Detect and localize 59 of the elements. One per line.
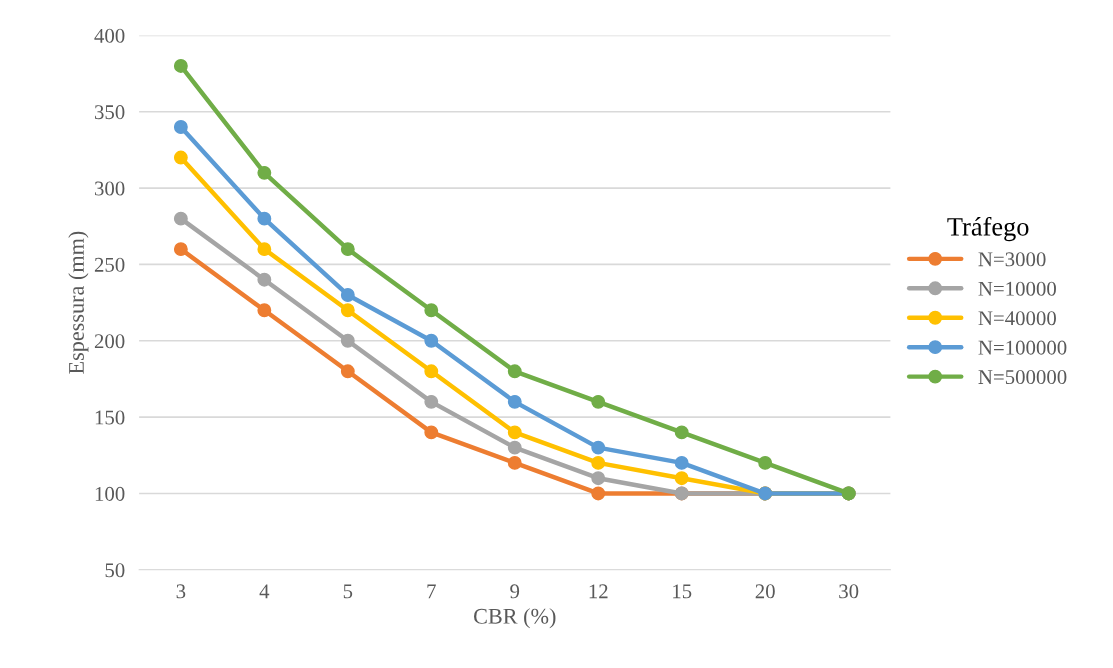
point [257,165,272,180]
y-tick-label: 200 [94,334,125,349]
x-axis-title: CBR (%) [474,608,556,629]
point [507,440,522,455]
point [424,364,439,379]
x-tick-label: 15 [673,584,692,599]
point [507,364,522,379]
legend-label: N=500000 [978,370,1067,385]
point [591,394,606,409]
point [257,303,272,318]
point [173,120,188,134]
point [424,333,439,348]
legend-label: N=10000 [978,281,1056,296]
point [340,303,355,318]
y-tick-label: 100 [95,486,125,501]
legend-title: Tráfego [947,216,1029,242]
point [257,242,272,257]
x-tick-label: 4 [259,584,270,599]
point [173,150,188,165]
point [340,242,355,257]
point [424,303,439,318]
point [674,425,689,440]
point [340,364,355,379]
y-tick-label: 350 [94,105,125,120]
x-tick-label: 7 [427,584,436,599]
y-tick-label: 50 [105,563,125,578]
point [173,242,188,257]
point [591,486,606,501]
point [257,211,272,226]
x-tick-label: 20 [755,584,775,599]
point [424,425,439,440]
point [340,288,355,302]
legend-label: N=40000 [978,311,1056,326]
legend-label: N=100000 [978,340,1067,355]
point [340,333,355,348]
point [591,440,606,455]
point [424,394,439,409]
x-tick-label: 12 [589,584,608,599]
point [591,455,606,470]
point [173,58,188,73]
x-tick-label: 30 [839,584,859,599]
point [257,272,272,287]
y-tick-label: 250 [94,257,125,272]
point [674,471,689,486]
y-tick-label: 300 [94,181,125,196]
point [758,455,773,470]
legend-label: N=3000 [978,252,1046,267]
y-axis-title: Espessura (mm) [68,231,89,374]
x-tick-label: 3 [176,584,186,599]
y-tick-label: 150 [95,410,125,425]
x-tick-label: 9 [510,584,520,599]
y-tick-label: 400 [94,28,125,43]
point [674,455,689,470]
point [507,394,522,409]
point [591,471,606,486]
x-tick-label: 5 [343,584,353,599]
point [507,455,522,470]
point [507,425,522,440]
point [173,211,188,226]
